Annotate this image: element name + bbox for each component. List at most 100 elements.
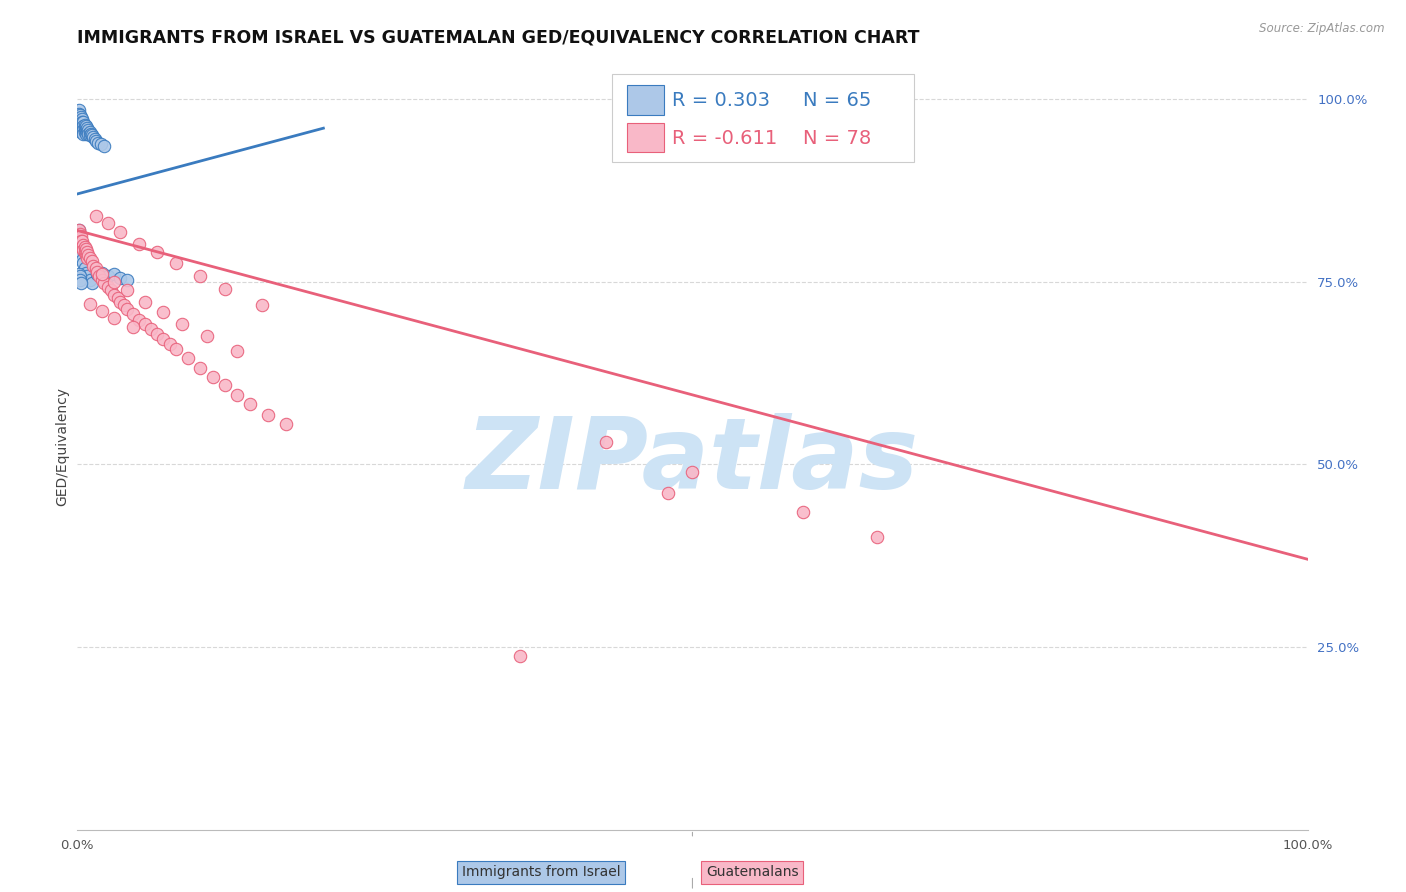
Text: Guatemalans: Guatemalans bbox=[706, 865, 799, 880]
Point bbox=[115, 302, 138, 317]
Point bbox=[866, 530, 889, 544]
Point bbox=[79, 273, 101, 287]
Point bbox=[77, 247, 100, 261]
Point bbox=[77, 122, 100, 136]
Point bbox=[103, 287, 125, 301]
Point bbox=[80, 127, 103, 141]
Point bbox=[84, 261, 107, 276]
Point bbox=[103, 311, 125, 326]
Point bbox=[110, 295, 132, 310]
Point bbox=[97, 268, 120, 283]
Point bbox=[75, 119, 97, 133]
Point bbox=[86, 265, 108, 279]
Point bbox=[69, 235, 91, 249]
Point bbox=[146, 327, 169, 342]
Point bbox=[69, 268, 91, 283]
Point bbox=[195, 329, 218, 343]
Point bbox=[76, 268, 98, 283]
Point bbox=[75, 247, 97, 261]
Text: R = -0.611: R = -0.611 bbox=[672, 128, 776, 148]
Point bbox=[121, 308, 143, 322]
Point bbox=[509, 648, 531, 663]
Point bbox=[276, 417, 298, 431]
Point bbox=[159, 336, 181, 351]
Point bbox=[110, 225, 132, 239]
Point bbox=[188, 268, 212, 283]
Point bbox=[97, 216, 120, 230]
Point bbox=[165, 256, 187, 270]
Point bbox=[70, 118, 93, 132]
Point bbox=[250, 298, 273, 312]
Point bbox=[76, 121, 98, 136]
Point bbox=[103, 275, 125, 289]
Point bbox=[134, 317, 156, 331]
Point bbox=[84, 209, 107, 223]
Point bbox=[69, 120, 91, 134]
Point bbox=[69, 227, 91, 241]
Point bbox=[69, 273, 91, 287]
Point bbox=[70, 123, 93, 137]
Point bbox=[70, 229, 93, 244]
Point bbox=[70, 238, 93, 252]
Text: N = 65: N = 65 bbox=[803, 90, 872, 110]
Point bbox=[67, 268, 90, 282]
Point bbox=[76, 245, 98, 260]
Point bbox=[70, 114, 93, 128]
FancyBboxPatch shape bbox=[627, 86, 664, 114]
Point bbox=[112, 298, 135, 312]
Point bbox=[82, 276, 104, 290]
Point bbox=[90, 268, 114, 282]
Point bbox=[86, 268, 108, 282]
Point bbox=[69, 115, 91, 129]
Point bbox=[90, 273, 114, 287]
Point bbox=[100, 284, 122, 298]
Point bbox=[77, 127, 100, 141]
Point bbox=[70, 276, 93, 290]
Point bbox=[70, 112, 93, 127]
Point bbox=[67, 110, 90, 124]
Point bbox=[69, 108, 91, 122]
Point bbox=[90, 303, 114, 318]
Point bbox=[226, 388, 249, 402]
Point bbox=[67, 231, 90, 245]
Point bbox=[103, 268, 125, 282]
Text: ZIPatlas: ZIPatlas bbox=[465, 413, 920, 510]
Point bbox=[792, 505, 814, 519]
Point bbox=[657, 486, 679, 500]
Point bbox=[69, 232, 91, 246]
Point bbox=[73, 239, 96, 253]
Point bbox=[69, 112, 91, 127]
Point bbox=[67, 223, 90, 237]
Point bbox=[67, 103, 90, 117]
Point bbox=[72, 243, 94, 257]
Point bbox=[595, 435, 617, 450]
Point bbox=[682, 465, 704, 479]
Point bbox=[70, 125, 93, 139]
Point bbox=[76, 251, 98, 265]
Text: Source: ZipAtlas.com: Source: ZipAtlas.com bbox=[1260, 22, 1385, 36]
Point bbox=[121, 319, 143, 334]
Point bbox=[87, 136, 110, 150]
Point bbox=[70, 242, 93, 256]
Point bbox=[152, 332, 174, 346]
Point bbox=[72, 119, 94, 133]
Point bbox=[76, 125, 98, 139]
Point bbox=[83, 132, 105, 146]
Point bbox=[82, 130, 104, 145]
Point bbox=[70, 252, 93, 267]
Point bbox=[128, 312, 150, 326]
Point bbox=[170, 317, 193, 331]
Point bbox=[93, 139, 115, 153]
Point bbox=[90, 137, 112, 152]
Point bbox=[146, 245, 169, 260]
Point bbox=[67, 223, 90, 237]
Point bbox=[67, 231, 90, 245]
Point bbox=[70, 110, 93, 124]
Point bbox=[82, 128, 104, 143]
Point bbox=[141, 322, 163, 336]
Point bbox=[128, 236, 150, 251]
Point bbox=[75, 123, 97, 137]
Point bbox=[239, 397, 262, 411]
Point bbox=[67, 106, 90, 120]
Text: N = 78: N = 78 bbox=[803, 128, 872, 148]
